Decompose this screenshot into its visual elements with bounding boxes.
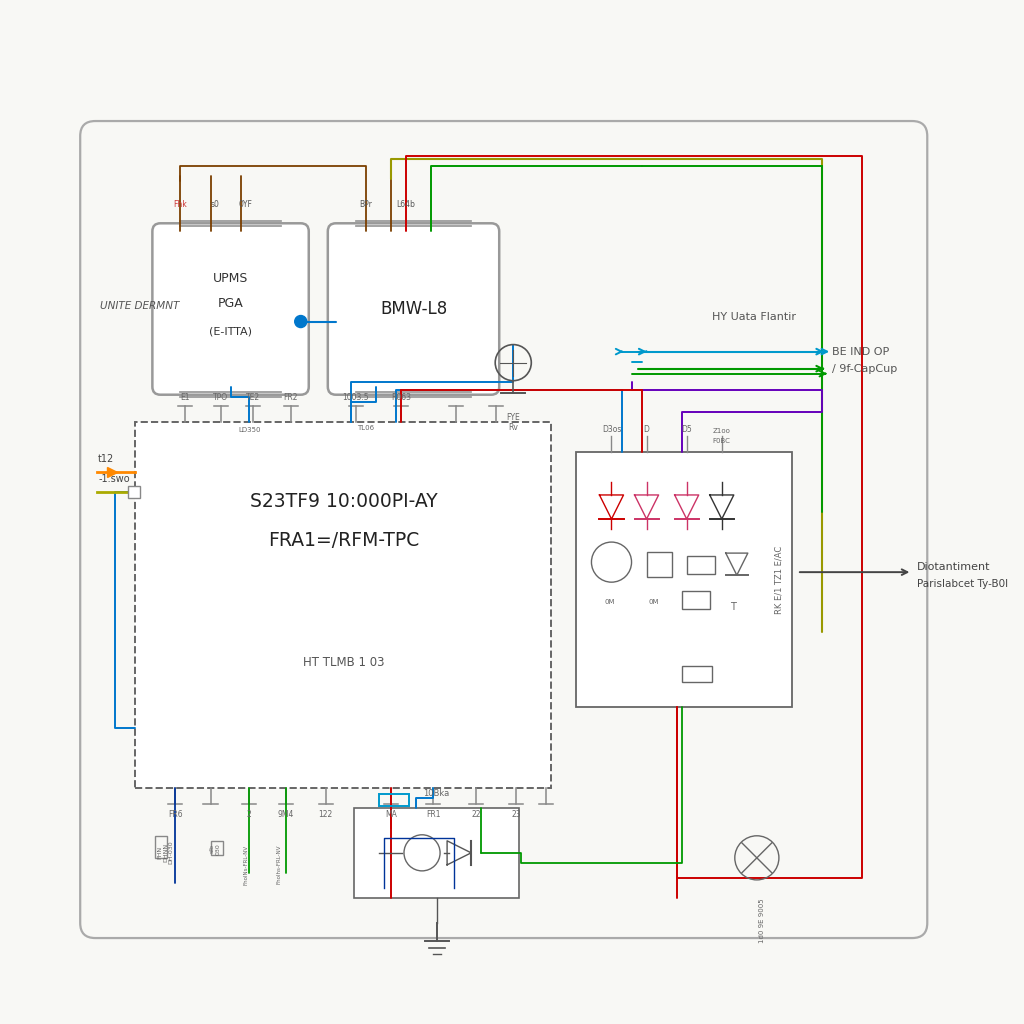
- Text: 2: 2: [246, 810, 251, 819]
- Text: BPr: BPr: [359, 201, 373, 209]
- Text: slb
030: slb 030: [210, 843, 221, 855]
- Text: PGA: PGA: [218, 298, 244, 310]
- Bar: [682, 667, 712, 682]
- Text: 9M4: 9M4: [278, 810, 294, 819]
- Text: 23: 23: [511, 810, 521, 819]
- Text: UPMS: UPMS: [213, 272, 248, 286]
- Text: Z1oo: Z1oo: [713, 428, 731, 434]
- Text: 1d0 9E 9005: 1d0 9E 9005: [759, 898, 765, 942]
- Text: -1.swo: -1.swo: [98, 474, 130, 484]
- Bar: [354, 808, 519, 898]
- Text: S23TF9 10:000PI-AY: S23TF9 10:000PI-AY: [250, 493, 437, 511]
- Bar: [682, 591, 710, 609]
- Text: 1003.5: 1003.5: [343, 393, 370, 401]
- Text: / 9f-CapCup: / 9f-CapCup: [833, 364, 897, 374]
- Text: LD350: LD350: [239, 427, 261, 433]
- Bar: [211, 841, 222, 855]
- Text: MA: MA: [385, 810, 397, 819]
- Text: FR2: FR2: [284, 393, 298, 401]
- Text: BMW-L8: BMW-L8: [380, 300, 447, 318]
- Text: s0: s0: [211, 201, 220, 209]
- Text: FR6: FR6: [168, 810, 182, 819]
- Text: FR1: FR1: [426, 810, 440, 819]
- Text: TPO: TPO: [213, 393, 228, 401]
- Text: D: D: [644, 425, 649, 434]
- Text: T: T: [730, 602, 735, 612]
- Text: F0BC: F0BC: [713, 438, 731, 443]
- FancyBboxPatch shape: [153, 223, 309, 394]
- Circle shape: [295, 315, 307, 328]
- Text: D3os: D3os: [602, 425, 622, 434]
- Bar: [156, 836, 167, 858]
- Bar: [128, 486, 140, 498]
- Text: 10Bka: 10Bka: [424, 788, 450, 798]
- Text: Fholhs-FRL-NV: Fholhs-FRL-NV: [276, 845, 282, 885]
- Text: TE2: TE2: [246, 393, 260, 401]
- Text: HT TLMB 1 03: HT TLMB 1 03: [302, 655, 384, 669]
- Text: 122: 122: [318, 810, 333, 819]
- FancyBboxPatch shape: [80, 121, 928, 938]
- Text: L64b: L64b: [396, 201, 416, 209]
- Text: TL06: TL06: [356, 425, 374, 431]
- Bar: [135, 422, 551, 787]
- Text: Diotantiment: Diotantiment: [918, 562, 991, 572]
- Text: FHN
DHNN
DH-030: FHN DHNN DH-030: [157, 841, 174, 864]
- Text: 0M: 0M: [604, 599, 614, 605]
- Text: FYE
Rv: FYE Rv: [507, 413, 520, 432]
- Text: FRA1=/RFM-TPC: FRA1=/RFM-TPC: [267, 530, 419, 550]
- Text: HY Uata Flantir: HY Uata Flantir: [712, 311, 796, 322]
- Text: D5: D5: [681, 425, 692, 434]
- Text: 0M: 0M: [648, 599, 658, 605]
- Bar: [687, 556, 715, 574]
- Text: FholNs-FRL-NV: FholNs-FRL-NV: [243, 845, 248, 885]
- Text: 22: 22: [471, 810, 481, 819]
- Text: Parislabcet Ty-B0I: Parislabcet Ty-B0I: [918, 580, 1009, 589]
- Text: Fhk: Fhk: [173, 201, 187, 209]
- Bar: [577, 452, 792, 708]
- Bar: [379, 794, 409, 806]
- Text: RK E/1 TZ1 E/AC: RK E/1 TZ1 E/AC: [775, 546, 784, 613]
- Text: R063: R063: [391, 393, 411, 401]
- Text: t12: t12: [98, 454, 115, 464]
- Bar: [646, 552, 672, 578]
- FancyBboxPatch shape: [328, 223, 500, 394]
- Text: UNITE DERMNT: UNITE DERMNT: [100, 301, 179, 311]
- Text: E1: E1: [180, 393, 190, 401]
- Text: 0YF: 0YF: [239, 201, 253, 209]
- Text: BE IND OP: BE IND OP: [833, 346, 889, 356]
- Text: (E-ITTA): (E-ITTA): [209, 326, 252, 336]
